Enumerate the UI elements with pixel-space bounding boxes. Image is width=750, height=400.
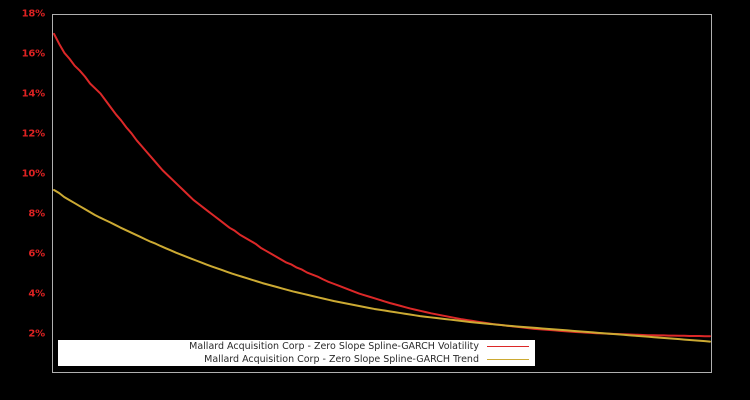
legend-entry-volatility[interactable]: Mallard Acquisition Corp - Zero Slope Sp…: [58, 340, 535, 353]
y-tick-label-12pct: 12%: [21, 128, 46, 140]
legend-color-swatch-icon: [487, 346, 529, 347]
y-tick-label-4pct: 4%: [28, 288, 45, 300]
legend-label: Mallard Acquisition Corp - Zero Slope Sp…: [204, 354, 479, 365]
y-tick-label-8pct: 8%: [28, 208, 45, 220]
y-tick-label-18pct: 18%: [21, 8, 46, 20]
y-tick-label-16pct: 16%: [21, 48, 46, 60]
legend-color-swatch-icon: [487, 359, 529, 360]
y-tick-label-14pct: 14%: [21, 88, 46, 100]
plot-lines: [53, 15, 711, 372]
y-tick-label-10pct: 10%: [21, 168, 46, 180]
series-line-trend: [54, 190, 710, 342]
y-axis: 2% 4% 6% 8% 10% 12% 14% 16% 18%: [0, 0, 52, 400]
y-tick-label-6pct: 6%: [28, 248, 45, 260]
legend-label: Mallard Acquisition Corp - Zero Slope Sp…: [189, 341, 479, 352]
plot-area: [52, 14, 712, 373]
series-line-volatility: [54, 34, 710, 336]
y-tick-label-2pct: 2%: [28, 328, 45, 340]
legend-entry-trend[interactable]: Mallard Acquisition Corp - Zero Slope Sp…: [58, 353, 535, 366]
legend: Mallard Acquisition Corp - Zero Slope Sp…: [58, 340, 535, 366]
